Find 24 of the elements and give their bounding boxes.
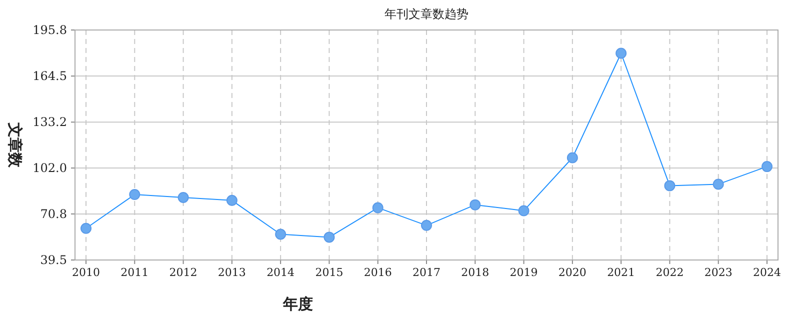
y-tick-label: 164.5: [32, 69, 67, 84]
x-tick-label: 2014: [266, 266, 295, 279]
y-tick-label: 133.2: [32, 115, 67, 130]
x-tick-label: 2023: [704, 266, 732, 279]
y-tick-label: 102.0: [32, 161, 67, 176]
x-tick-label: 2013: [218, 266, 246, 279]
x-axis-title: 年度: [282, 295, 313, 313]
x-tick-label: 2010: [72, 266, 100, 279]
x-tick-label: 2015: [315, 266, 344, 279]
chart-title: 年刊文章数趋势: [384, 7, 468, 21]
x-tick-label: 2016: [364, 266, 392, 279]
x-tick-label: 2017: [412, 266, 440, 279]
y-tick-label: 39.5: [40, 253, 67, 267]
x-tick-label: 2022: [656, 266, 684, 279]
x-tick-label: 2020: [558, 266, 586, 279]
y-tick-label: 195.8: [32, 23, 67, 37]
x-tick-label: 2012: [169, 266, 198, 279]
x-tick-label: 2011: [120, 266, 149, 279]
y-axis-title: 文章数: [6, 122, 24, 168]
x-tick-label: 2018: [461, 266, 490, 279]
x-tick-label: 2019: [510, 266, 538, 279]
x-tick-label: 2021: [607, 266, 636, 279]
x-tick-label: 2024: [753, 266, 781, 279]
y-tick-label: 70.8: [40, 206, 67, 221]
